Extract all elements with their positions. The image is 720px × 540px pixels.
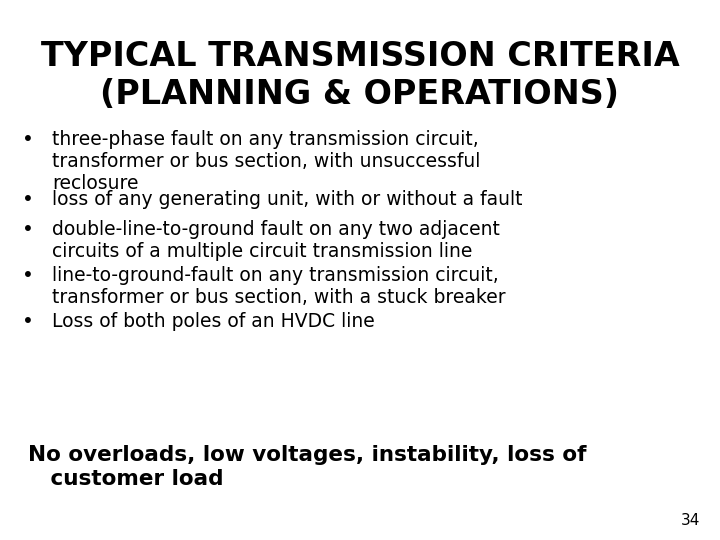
Text: No overloads, low voltages, instability, loss of
   customer load: No overloads, low voltages, instability,… — [28, 445, 587, 489]
Text: •: • — [22, 220, 34, 239]
Text: 34: 34 — [680, 513, 700, 528]
Text: •: • — [22, 130, 34, 149]
Text: (PLANNING & OPERATIONS): (PLANNING & OPERATIONS) — [101, 78, 619, 111]
Text: loss of any generating unit, with or without a fault: loss of any generating unit, with or wit… — [52, 190, 523, 209]
Text: three-phase fault on any transmission circuit,
transformer or bus section, with : three-phase fault on any transmission ci… — [52, 130, 480, 193]
Text: •: • — [22, 266, 34, 285]
Text: Loss of both poles of an HVDC line: Loss of both poles of an HVDC line — [52, 312, 374, 331]
Text: •: • — [22, 312, 34, 331]
Text: double-line-to-ground fault on any two adjacent
circuits of a multiple circuit t: double-line-to-ground fault on any two a… — [52, 220, 500, 261]
Text: •: • — [22, 190, 34, 209]
Text: line-to-ground-fault on any transmission circuit,
transformer or bus section, wi: line-to-ground-fault on any transmission… — [52, 266, 505, 307]
Text: TYPICAL TRANSMISSION CRITERIA: TYPICAL TRANSMISSION CRITERIA — [40, 40, 680, 73]
